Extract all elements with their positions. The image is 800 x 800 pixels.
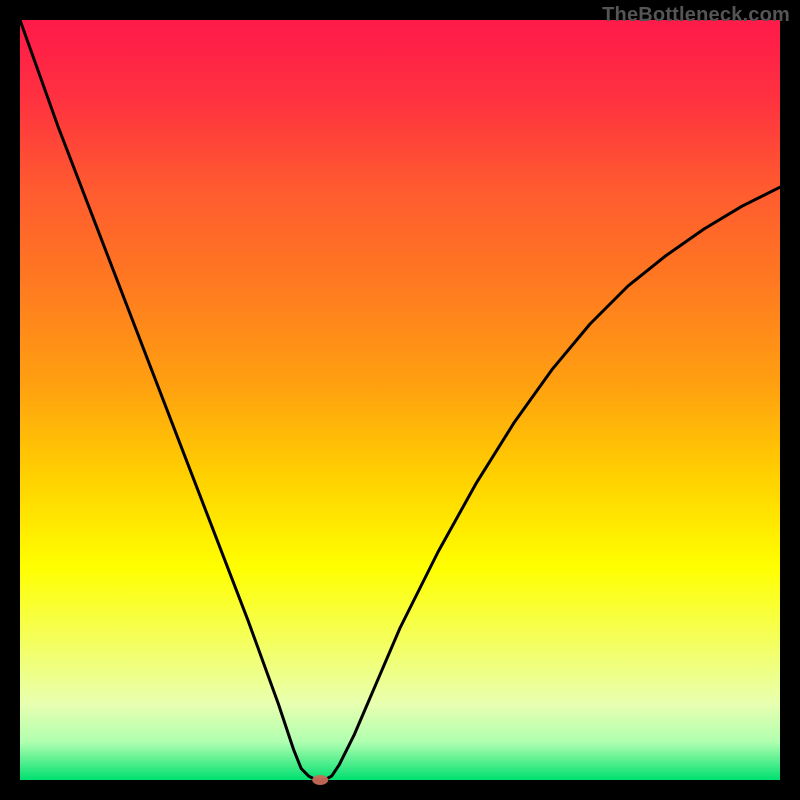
chart-container: TheBottleneck.com (0, 0, 800, 800)
plot-area (20, 20, 780, 780)
minimum-marker (312, 775, 328, 785)
watermark-text: TheBottleneck.com (602, 4, 790, 27)
bottleneck-chart (0, 0, 800, 800)
